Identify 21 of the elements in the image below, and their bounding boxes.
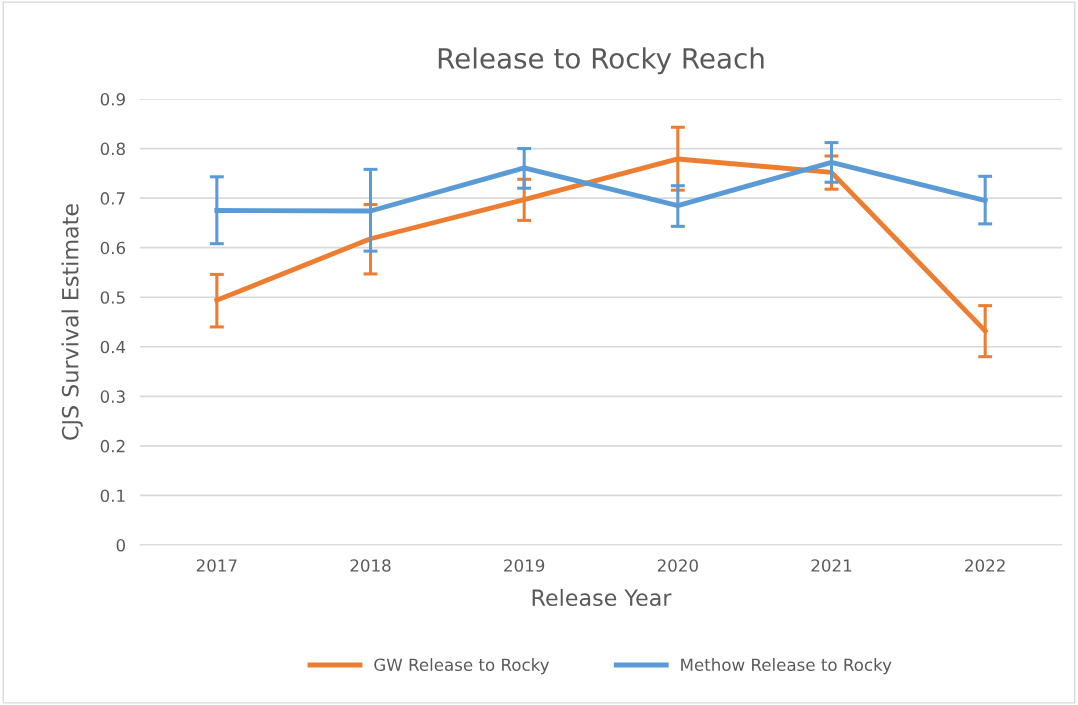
x-tick-label: 2020 (657, 559, 698, 572)
y-tick-label: 0.6 (100, 241, 126, 255)
y-axis-title: CJS Survival Estimate (61, 204, 83, 440)
y-tick-label: 0.8 (100, 142, 125, 156)
x-tick-label: 2022 (965, 559, 1005, 572)
y-tick-label: 0.4 (100, 340, 126, 354)
y-tick-label: 0.9 (100, 92, 125, 106)
y-tick-label: 0 (116, 538, 125, 552)
x-tick-label: 2019 (504, 559, 545, 572)
x-tick-label: 2018 (350, 559, 391, 572)
y-tick-label: 0.2 (100, 439, 125, 453)
x-axis-title: Release Year (532, 588, 672, 607)
y-tick-label: 0.5 (100, 291, 125, 304)
y-tick-label: 0.1 (100, 489, 125, 503)
y-tick-label: 0.3 (100, 390, 125, 403)
x-tick-label: 2017 (196, 559, 237, 572)
x-tick-label: 2021 (811, 559, 852, 572)
legend-label: Methow Release to Rocky (681, 658, 892, 675)
y-tick-label: 0.7 (100, 192, 125, 205)
legend-label: GW Release to Rocky (374, 658, 550, 675)
chart-title: Release to Rocky Reach (438, 47, 764, 75)
